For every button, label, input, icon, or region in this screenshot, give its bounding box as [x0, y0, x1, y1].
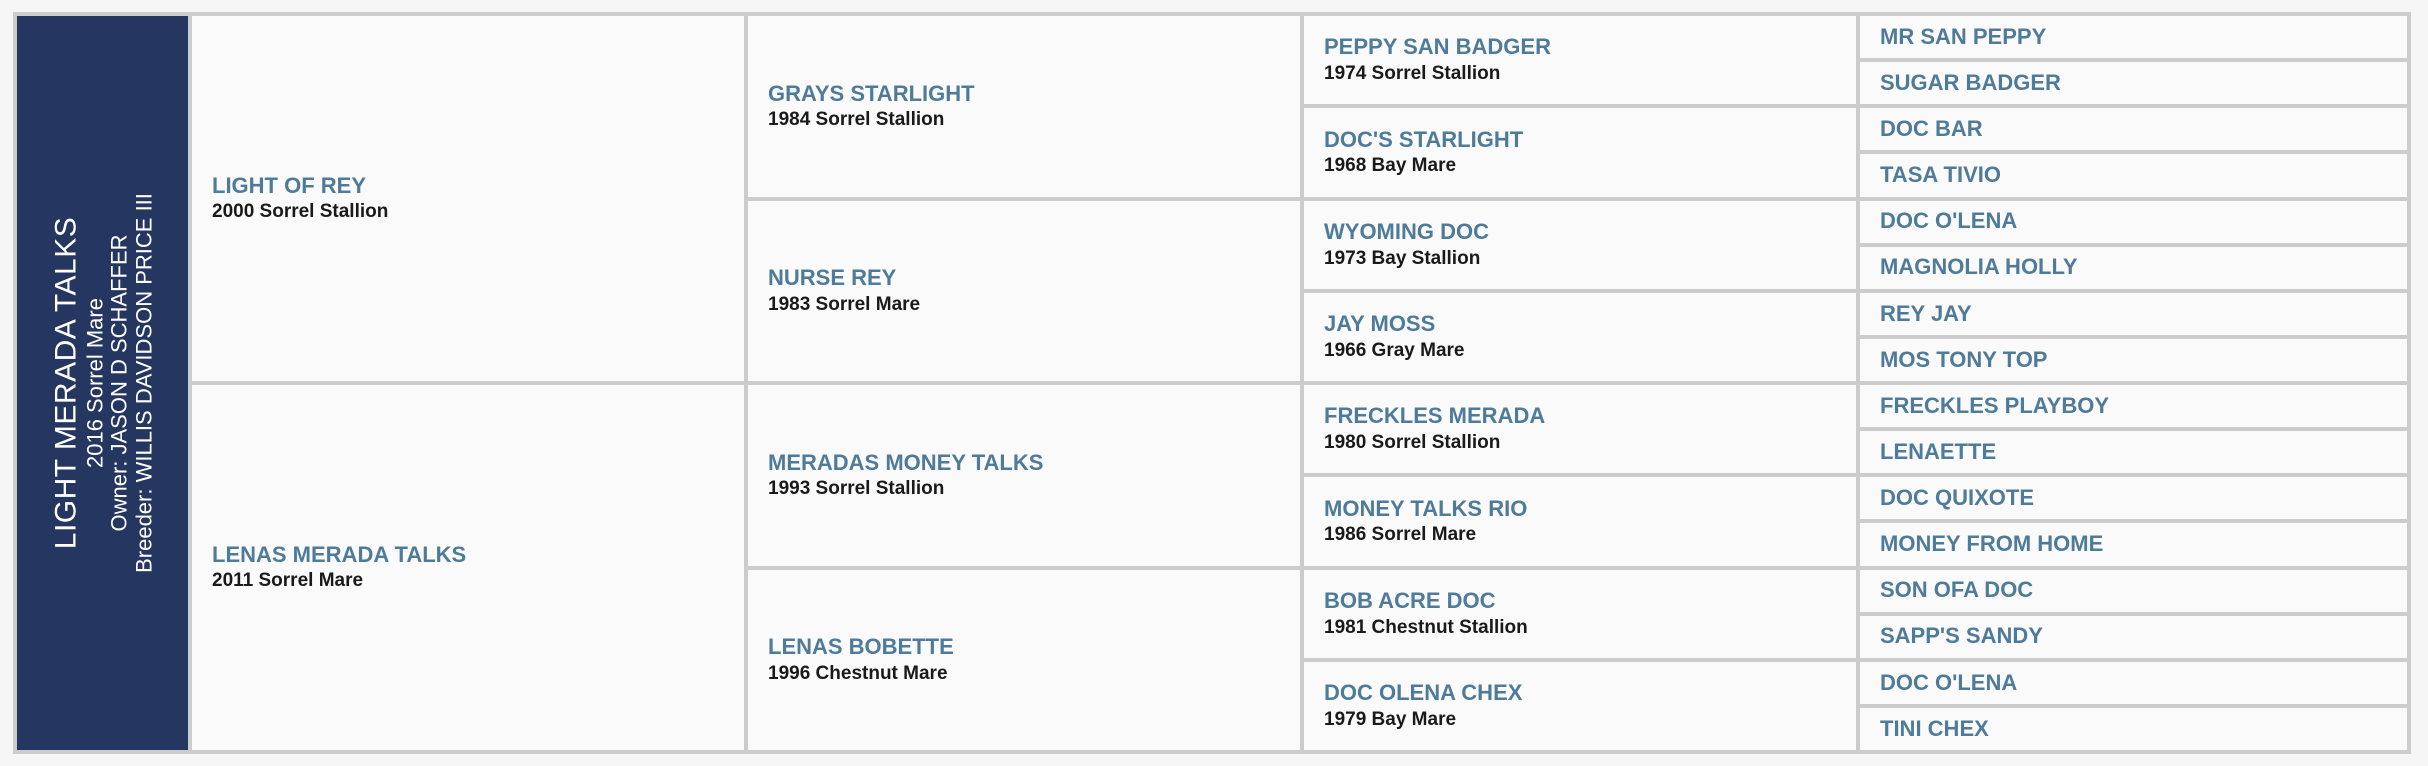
ancestor-name[interactable]: TASA TIVIO [1880, 162, 2001, 188]
gen4-ancestor[interactable]: SAPP'S SANDY [1860, 615, 2407, 658]
ancestor-name[interactable]: REY JAY [1880, 300, 1972, 326]
gen4-ancestor[interactable]: TASA TIVIO [1860, 154, 2407, 197]
gen4-ancestor[interactable]: MAGNOLIA HOLLY [1860, 246, 2407, 289]
gen3-ancestor[interactable]: FRECKLES MERADA 1980 Sorrel Stallion [1304, 385, 1856, 474]
gen3-ancestor[interactable]: MONEY TALKS RIO 1986 Sorrel Mare [1304, 477, 1856, 566]
gen3-ancestor[interactable]: PEPPY SAN BADGER 1974 Sorrel Stallion [1304, 16, 1856, 105]
subject-panel: LIGHT MERADA TALKS 2016 Sorrel Mare Owne… [17, 16, 188, 750]
gen4-ancestor[interactable]: DOC O'LENA [1860, 200, 2407, 243]
ancestor-name[interactable]: SON OFA DOC [1880, 577, 2034, 603]
ancestor-details: 1984 Sorrel Stallion [768, 109, 945, 131]
gen3-ancestor[interactable]: DOC'S STARLIGHT 1968 Bay Mare [1304, 108, 1856, 197]
ancestor-details: 1980 Sorrel Stallion [1324, 432, 1501, 454]
ancestor-name[interactable]: WYOMING DOC [1324, 218, 1489, 244]
ancestor-details: 1996 Chestnut Mare [768, 662, 948, 684]
ancestor-details: 1979 Bay Mare [1324, 708, 1457, 730]
ancestor-name[interactable]: DOC QUIXOTE [1880, 485, 2035, 511]
gen4-ancestor[interactable]: REY JAY [1860, 292, 2407, 335]
ancestor-details: 1968 Bay Mare [1324, 155, 1457, 177]
gen3-ancestor[interactable]: JAY MOSS 1966 Gray Mare [1304, 292, 1856, 381]
ancestor-name[interactable]: DOC O'LENA [1880, 208, 2018, 234]
subject-owner: Owner: JASON D SCHAFFER [105, 234, 131, 532]
ancestor-name[interactable]: DOC BAR [1880, 116, 1983, 142]
gen4-ancestor[interactable]: TINI CHEX [1860, 707, 2407, 750]
ancestor-details: 2000 Sorrel Stallion [212, 201, 389, 223]
gen4-ancestor[interactable]: DOC QUIXOTE [1860, 477, 2407, 520]
ancestor-name[interactable]: SUGAR BADGER [1880, 69, 2061, 95]
gen1-ancestor[interactable]: LENAS MERADA TALKS 2011 Sorrel Mare [192, 385, 744, 750]
gen4-ancestor[interactable]: FRECKLES PLAYBOY [1860, 385, 2407, 428]
gen1-ancestor[interactable]: LIGHT OF REY 2000 Sorrel Stallion [192, 16, 744, 381]
ancestor-name[interactable]: DOC OLENA CHEX [1324, 680, 1523, 706]
ancestor-details: 1973 Bay Stallion [1324, 247, 1481, 269]
ancestor-name[interactable]: LENAS MERADA TALKS [212, 541, 467, 567]
ancestor-name[interactable]: JAY MOSS [1324, 311, 1436, 337]
ancestor-name[interactable]: BOB ACRE DOC [1324, 587, 1496, 613]
ancestor-name[interactable]: TINI CHEX [1880, 715, 1989, 741]
pedigree-chart: LIGHT MERADA TALKS 2016 Sorrel Mare Owne… [13, 12, 2411, 754]
gen2-ancestor[interactable]: GRAYS STARLIGHT 1984 Sorrel Stallion [748, 16, 1300, 197]
gen4-ancestor[interactable]: SON OFA DOC [1860, 569, 2407, 612]
gen4-ancestor[interactable]: LENAETTE [1860, 431, 2407, 474]
ancestor-name[interactable]: SAPP'S SANDY [1880, 623, 2043, 649]
ancestor-details: 1983 Sorrel Mare [768, 293, 921, 315]
ancestor-name[interactable]: LIGHT OF REY [212, 172, 366, 198]
ancestor-name[interactable]: LENAS BOBETTE [768, 634, 954, 660]
ancestor-name[interactable]: FRECKLES PLAYBOY [1880, 392, 2110, 418]
ancestor-name[interactable]: FRECKLES MERADA [1324, 403, 1546, 429]
ancestor-details: 1981 Chestnut Stallion [1324, 616, 1528, 638]
gen2-ancestor[interactable]: NURSE REY 1983 Sorrel Mare [748, 200, 1300, 381]
gen2-ancestor[interactable]: LENAS BOBETTE 1996 Chestnut Mare [748, 569, 1300, 750]
ancestor-name[interactable]: LENAETTE [1880, 438, 1997, 464]
gen3-ancestor[interactable]: WYOMING DOC 1973 Bay Stallion [1304, 200, 1856, 289]
gen4-ancestor[interactable]: DOC O'LENA [1860, 661, 2407, 704]
gen4-ancestor[interactable]: DOC BAR [1860, 108, 2407, 151]
ancestor-name[interactable]: NURSE REY [768, 265, 897, 291]
ancestor-name[interactable]: MONEY TALKS RIO [1324, 495, 1528, 521]
ancestor-name[interactable]: PEPPY SAN BADGER [1324, 34, 1551, 60]
ancestor-name[interactable]: GRAYS STARLIGHT [768, 80, 975, 106]
ancestor-name[interactable]: MERADAS MONEY TALKS [768, 449, 1044, 475]
ancestor-name[interactable]: MR SAN PEPPY [1880, 23, 2047, 49]
subject-info: LIGHT MERADA TALKS 2016 Sorrel Mare Owne… [49, 193, 156, 573]
ancestor-name[interactable]: DOC'S STARLIGHT [1324, 126, 1524, 152]
ancestor-name[interactable]: MOS TONY TOP [1880, 346, 2048, 372]
ancestor-name[interactable]: MONEY FROM HOME [1880, 531, 2104, 557]
ancestor-details: 1966 Gray Mare [1324, 339, 1465, 361]
gen2-ancestor[interactable]: MERADAS MONEY TALKS 1993 Sorrel Stallion [748, 385, 1300, 566]
gen3-ancestor[interactable]: DOC OLENA CHEX 1979 Bay Mare [1304, 661, 1856, 750]
ancestor-details: 1993 Sorrel Stallion [768, 478, 945, 500]
gen4-ancestor[interactable]: MOS TONY TOP [1860, 338, 2407, 381]
ancestor-name[interactable]: MAGNOLIA HOLLY [1880, 254, 2078, 280]
gen4-ancestor[interactable]: MONEY FROM HOME [1860, 523, 2407, 566]
subject-details: 2016 Sorrel Mare [81, 298, 107, 468]
subject-name: LIGHT MERADA TALKS [48, 216, 82, 550]
ancestor-name[interactable]: DOC O'LENA [1880, 669, 2018, 695]
subject-breeder: Breeder: WILLIS DAVIDSON PRICE III [130, 193, 156, 573]
gen4-ancestor[interactable]: SUGAR BADGER [1860, 62, 2407, 105]
ancestor-details: 1986 Sorrel Mare [1324, 524, 1477, 546]
gen3-ancestor[interactable]: BOB ACRE DOC 1981 Chestnut Stallion [1304, 569, 1856, 658]
gen4-ancestor[interactable]: MR SAN PEPPY [1860, 16, 2407, 59]
ancestor-details: 1974 Sorrel Stallion [1324, 63, 1501, 85]
ancestor-details: 2011 Sorrel Mare [212, 570, 364, 592]
